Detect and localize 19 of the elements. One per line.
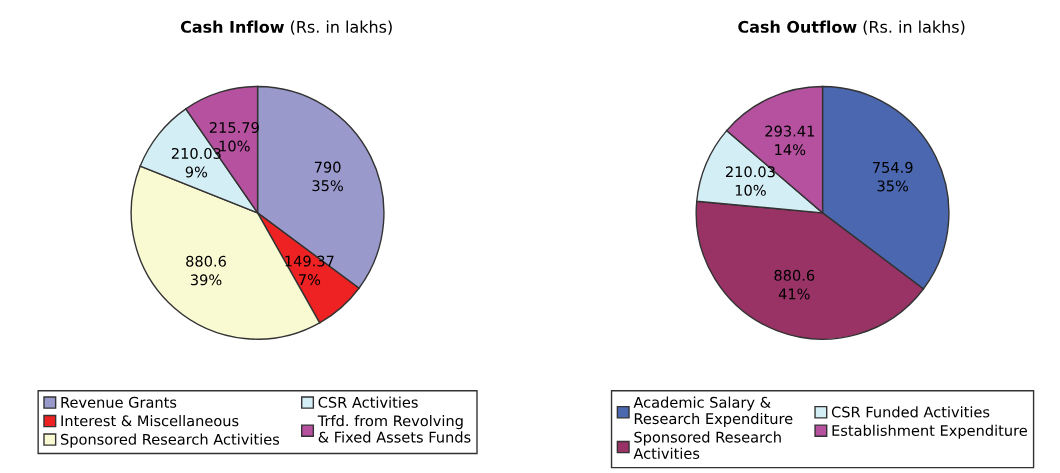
data-label: 293.41 14% (765, 125, 814, 156)
legend-label: Establishment Expenditure (832, 424, 1027, 439)
data-label: 754.9 35% (873, 161, 913, 192)
chart-title: Cash Outflow (738, 20, 857, 33)
chart-title: Cash Inflow (180, 20, 284, 33)
legend-label: Sponsored Research Activities (633, 431, 781, 459)
legend-label: Trfd. from Revolving & Fixed Assets Funds (317, 415, 471, 443)
legend-label: CSR Funded Activities (831, 406, 990, 418)
legend-label: CSR Activities (318, 396, 418, 408)
legend-label: Sponsored Research Activities (60, 433, 280, 448)
data-label: 790 35% (312, 161, 343, 192)
legend-label: Interest & Miscellaneous (61, 415, 239, 427)
data-label: 880.6 41% (774, 269, 815, 300)
data-label: 880.6 39% (186, 255, 226, 286)
legend-label: Revenue Grants (61, 396, 177, 408)
legend-label: Academic Salary & Research Expenditure (633, 396, 793, 427)
chart-subtitle: (Rs. in lakhs) (290, 20, 392, 35)
chart-subtitle: (Rs. in lakhs) (863, 20, 965, 35)
data-label: 210.03 10% (725, 166, 775, 196)
